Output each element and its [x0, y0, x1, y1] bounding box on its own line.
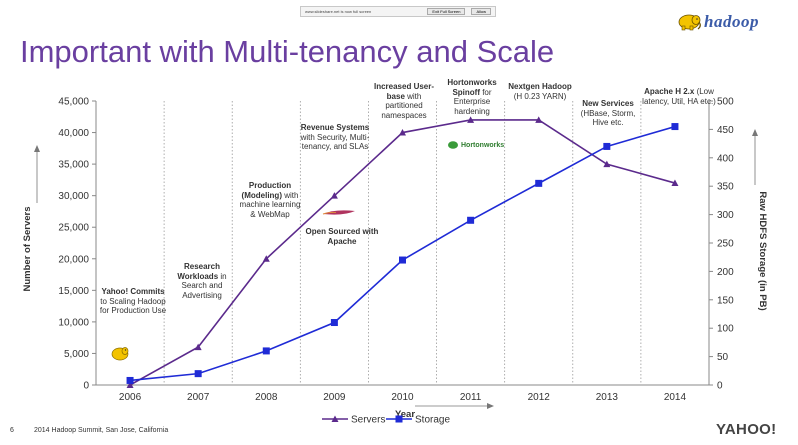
y-tick-label-left: 5,000 [64, 349, 89, 360]
fullscreen-notice-bar: www.slideshare.net is now full screen Ex… [300, 6, 496, 17]
x-tick-label: 2012 [528, 392, 551, 403]
x-tick-label: 2011 [460, 392, 482, 403]
left-axis-arrowhead [34, 145, 40, 152]
annotation-2009-revenue: Revenue Systems with Security, Multi-ten… [300, 123, 370, 151]
y-tick-label-right: 0 [717, 381, 723, 392]
data-point-storage [603, 142, 611, 150]
y-axis-title-right: Raw HDFS Storage (in PB) [757, 191, 768, 310]
hadoop-logo-text: hadoop [704, 12, 759, 31]
hadoop-elephant-icon [678, 14, 701, 31]
annotation-2011: Hortonworks Spinoff for Enterprise harde… [447, 78, 497, 116]
annotation-2012: Nextgen Hadoop (H 0.23 YARN) [508, 82, 572, 101]
y-axis-title-left: Number of Servers [22, 206, 33, 291]
x-tick-label: 2014 [664, 392, 687, 403]
yahoo-logo: YAHOO! [716, 421, 777, 438]
data-point-storage [467, 216, 475, 224]
y-tick-label-right: 250 [717, 239, 734, 250]
legend-marker-servers [331, 415, 339, 422]
allow-fullscreen-button[interactable]: Allow [471, 8, 491, 15]
x-tick-label: 2006 [119, 392, 142, 403]
page-number: 6 [10, 427, 14, 434]
legend-label-storage: Storage [415, 415, 450, 426]
annotation-2010: Increased User-base with partitioned nam… [373, 82, 435, 120]
y-tick-label-right: 350 [717, 182, 734, 193]
annotation-2013: New Services (HBase, Storm, Hive etc. [580, 99, 636, 127]
footer-text: 2014 Hadoop Summit, San Jose, California [34, 427, 169, 434]
x-axis-arrowhead [487, 403, 494, 409]
x-tick-label: 2013 [596, 392, 619, 403]
y-tick-label-left: 25,000 [58, 223, 89, 234]
data-point-servers [399, 129, 406, 136]
x-tick-label: 2009 [323, 392, 346, 403]
right-axis-arrowhead [752, 129, 758, 136]
y-tick-label-left: 10,000 [58, 317, 89, 328]
hadoop-logo: hadoop [676, 12, 759, 32]
annotation-2008: Production (Modeling) with machine learn… [239, 181, 301, 219]
data-point-storage [330, 319, 338, 327]
fullscreen-message: www.slideshare.net is now full screen [305, 9, 372, 14]
series-line-storage [129, 125, 676, 382]
hortonworks-logo-text: Hortonworks [461, 141, 505, 149]
data-point-storage [126, 376, 134, 384]
annotation-2007: Research Workloads in Search and Adverti… [177, 262, 227, 300]
apache-feather-icon [322, 210, 355, 215]
y-tick-label-right: 500 [717, 97, 734, 108]
annotation-2006: Yahoo! Commits to Scaling Hadoop for Pro… [99, 287, 167, 315]
y-tick-label-left: 20,000 [58, 254, 89, 265]
x-tick-label: 2007 [187, 392, 210, 403]
x-axis-title: Year [395, 409, 415, 420]
exit-fullscreen-button[interactable]: Exit Full Screen [427, 8, 466, 15]
y-tick-label-right: 450 [717, 125, 734, 136]
data-point-storage [399, 256, 406, 264]
data-point-servers [603, 160, 611, 168]
data-point-servers [535, 116, 543, 123]
legend-label-servers: Servers [351, 415, 385, 426]
y-tick-label-left: 35,000 [58, 160, 89, 171]
slide-title: Important with Multi-tenancy and Scale [20, 34, 555, 69]
y-tick-label-right: 100 [717, 324, 734, 335]
data-point-servers [262, 255, 270, 262]
data-point-servers [671, 179, 679, 187]
y-tick-label-right: 150 [717, 295, 734, 306]
y-tick-label-left: 30,000 [58, 191, 89, 202]
data-point-storage [671, 123, 679, 131]
y-tick-label-left: 45,000 [58, 97, 89, 108]
annotation-2014: Apache H 2.x (Low latency, Util, HA etc.… [642, 87, 716, 106]
x-tick-label: 2008 [255, 392, 278, 403]
data-point-servers [467, 116, 475, 123]
y-tick-label-right: 300 [717, 210, 734, 221]
data-point-storage [262, 347, 270, 355]
data-point-servers [126, 381, 134, 388]
hortonworks-elephant-icon [448, 141, 458, 149]
hortonworks-logo: Hortonworks [447, 140, 504, 150]
x-tick-label: 2010 [391, 392, 414, 403]
y-tick-label-left: 40,000 [58, 128, 89, 139]
legend-marker-storage [395, 415, 403, 423]
y-tick-label-left: 0 [83, 381, 89, 392]
series-line-servers [129, 119, 676, 386]
y-tick-label-right: 200 [717, 267, 734, 278]
y-tick-label-right: 400 [717, 153, 734, 164]
yahoo-elephant-icon [111, 347, 129, 361]
y-tick-label-left: 15,000 [58, 286, 89, 297]
data-point-storage [535, 179, 543, 187]
data-point-servers [330, 192, 338, 199]
y-tick-label-right: 50 [717, 352, 729, 363]
data-point-storage [194, 370, 202, 378]
annotation-2009-apache: Open Sourced with Apache [305, 227, 379, 246]
data-point-servers [194, 343, 202, 351]
